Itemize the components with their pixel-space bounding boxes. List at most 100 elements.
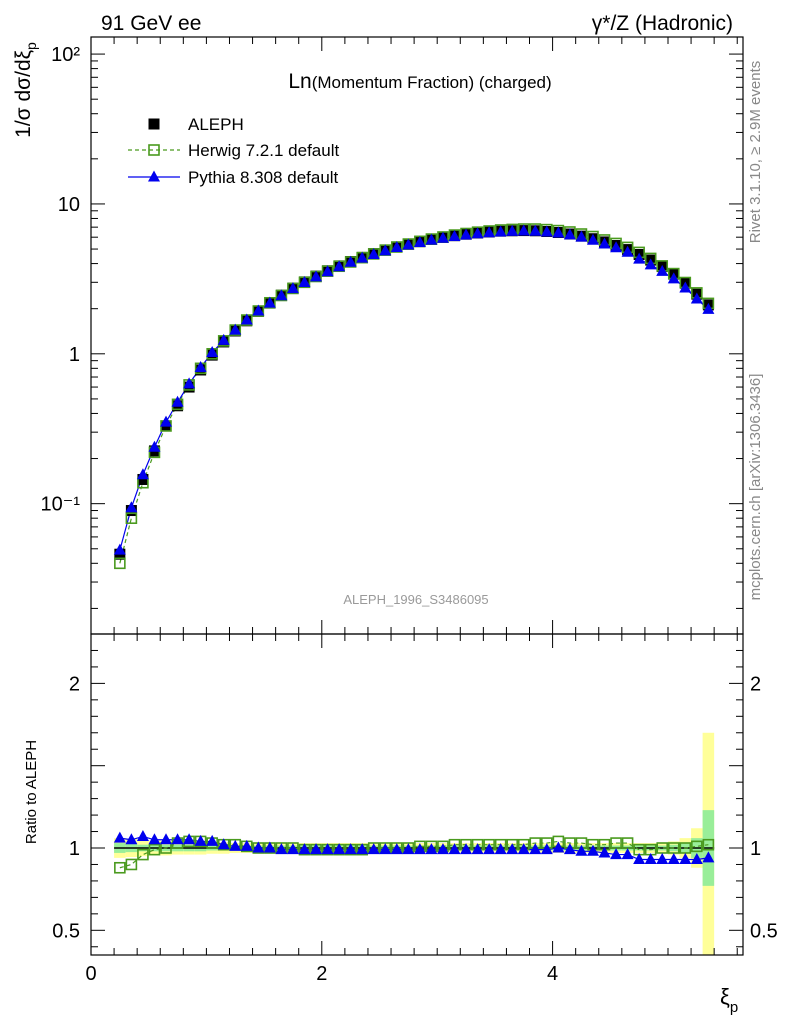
ratio-data-point (598, 846, 611, 858)
main-data-point (656, 264, 669, 276)
ratio-data-point (679, 842, 692, 854)
ratio-ytick-label-right: 1 (750, 838, 761, 860)
x-axis-label-text: ξ (720, 984, 730, 1009)
ratio-frame (90, 633, 744, 956)
main-data-point (344, 255, 357, 267)
main-data-point (125, 512, 138, 524)
ratio-data-point (367, 843, 380, 855)
ratio-data-point (610, 837, 622, 849)
main-data-point (217, 333, 230, 345)
ratio-data-point (494, 843, 507, 855)
main-data-point (494, 225, 507, 237)
main-data-point (667, 272, 680, 284)
legend-label: Pythia 8.308 default (188, 168, 339, 187)
ratio-data-point (610, 848, 623, 860)
header-left-label: 91 GeV ee (101, 12, 201, 35)
ratio-data-point (310, 843, 323, 855)
main-ytick-label: 10⁻¹ (41, 494, 81, 516)
ratio-data-point (448, 843, 461, 855)
main-data-point (621, 245, 634, 257)
main-data-point (460, 228, 473, 240)
rivet-side-label: Rivet 3.1.10, ≥ 2.9M events (747, 61, 764, 244)
legend-marker (148, 118, 160, 130)
main-title: Ln(Momentum Fraction) (charged) (288, 70, 551, 93)
main-data-point (298, 276, 311, 288)
main-data-point (552, 226, 565, 238)
ratio-data-point (679, 853, 692, 865)
ratio-data-point (402, 843, 415, 855)
ratio-data-point (136, 829, 149, 841)
ratio-data-point (321, 843, 334, 855)
ratio-data-point (586, 844, 599, 856)
main-data-point (413, 235, 426, 247)
main-data-point (229, 323, 242, 335)
ratio-data-point (425, 843, 438, 855)
main-series-line (119, 228, 709, 564)
ratio-data-point (483, 843, 496, 855)
main-data-point (702, 302, 715, 314)
main-data-point (148, 440, 161, 452)
main-data-point (379, 244, 392, 256)
ratio-data-point (240, 839, 253, 851)
ratio-data-point (113, 831, 126, 843)
ratio-data-point (633, 853, 646, 865)
main-data-point (252, 304, 265, 316)
ratio-data-point (263, 841, 276, 853)
ratio-data-point (252, 841, 265, 853)
ratio-data-point (436, 843, 449, 855)
main-title-prefix: Ln (288, 70, 311, 93)
main-data-point (136, 468, 149, 480)
ratio-ytick-label-right: 0.5 (750, 920, 778, 942)
main-ylabel-sub: p (23, 42, 39, 50)
ratio-data-point (552, 841, 565, 853)
legend-label: ALEPH (188, 115, 244, 134)
main-data-point (356, 251, 369, 263)
ratio-data-point (298, 843, 311, 855)
main-data-point (690, 292, 703, 304)
ratio-data-point (194, 834, 207, 846)
main-data-point (113, 543, 126, 555)
main-data-point (483, 226, 496, 238)
ratio-data-point (356, 843, 369, 855)
main-data-point (610, 241, 623, 253)
main-ylabel: 1/σ dσ/dξp (12, 42, 39, 138)
ratio-data-point (667, 842, 680, 854)
x-axis-label-sub: p (730, 999, 738, 1016)
ratio-data-point (563, 843, 576, 855)
main-data-point (540, 225, 553, 237)
ratio-ytick-label-left: 0.5 (52, 920, 80, 942)
main-data-point (333, 260, 346, 272)
main-data-point (263, 296, 276, 308)
ratio-data-point (471, 843, 484, 855)
ratio-data-point (667, 853, 680, 865)
ratio-data-point (390, 843, 403, 855)
ratio-data-point (275, 843, 288, 855)
main-data-point (529, 224, 542, 236)
main-data-point (575, 230, 588, 242)
main-data-point (171, 395, 184, 407)
ratio-data-point (656, 853, 669, 865)
main-data-point (160, 415, 173, 427)
ratio-data-point (229, 839, 242, 851)
main-data-point (586, 233, 599, 245)
mcplots-side-label: mcplots.cern.ch [arXiv:1306.3436] (747, 374, 764, 601)
header-right-label: γ*/Z (Hadronic) (592, 12, 733, 35)
main-panel: 10⁻¹ 1 10 10² (41, 36, 744, 635)
main-data-point (367, 247, 380, 259)
ratio-data-point (183, 833, 196, 845)
ratio-data-point (125, 858, 138, 871)
ratio-data-point (460, 843, 473, 855)
x-tick-label: 4 (547, 963, 558, 985)
analysis-id: ALEPH_1996_S3486095 (343, 592, 488, 607)
main-ytick-label: 10² (51, 44, 80, 66)
ratio-data-point (379, 843, 392, 855)
ratio-ytick-label-left: 2 (69, 673, 80, 695)
ratio-data-point (517, 843, 530, 855)
legend-label: Herwig 7.2.1 default (188, 141, 339, 160)
main-data-point (286, 282, 299, 294)
main-title-rest: (Momentum Fraction) (charged) (312, 73, 552, 92)
main-data-point (598, 237, 611, 249)
ratio-data-point (644, 853, 657, 865)
ratio-data-point (656, 842, 669, 854)
